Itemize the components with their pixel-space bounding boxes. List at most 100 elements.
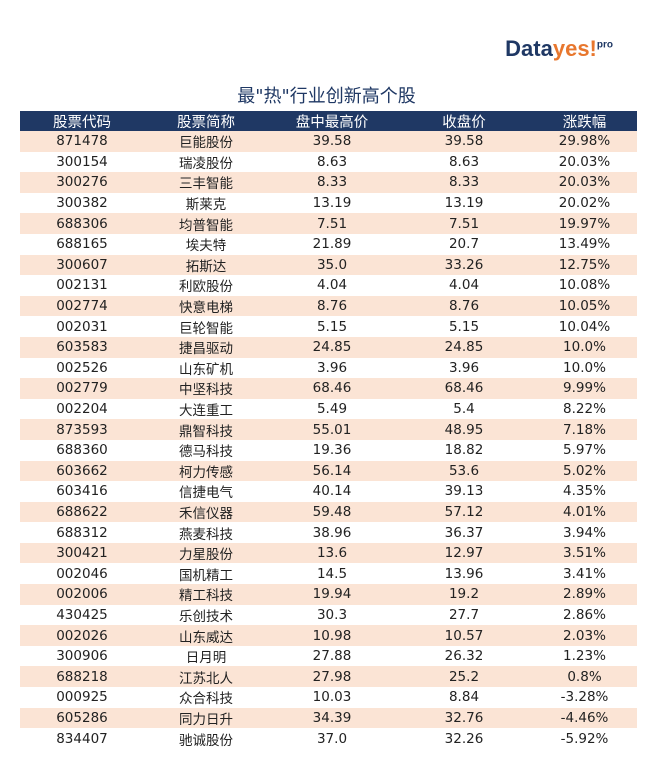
table-row: 603583 捷昌驱动 24.85 24.85 10.0% bbox=[20, 336, 637, 358]
table-cell: 26.32 bbox=[444, 648, 484, 665]
table-cell: 8.33 bbox=[316, 174, 348, 191]
table-cell: 2.89% bbox=[563, 586, 606, 603]
table-cell: 21.89 bbox=[312, 236, 352, 253]
table-cell: -3.28% bbox=[560, 689, 609, 706]
table-cell: 24.85 bbox=[312, 339, 352, 356]
table-cell: 13.49% bbox=[558, 236, 611, 253]
table-row: 002779 中坚科技 68.46 68.46 9.99% bbox=[20, 378, 637, 399]
table-cell: 20.7 bbox=[448, 236, 480, 253]
table-row: 300906 日月明 27.88 26.32 1.23% bbox=[20, 646, 637, 667]
table-cell: 8.76 bbox=[316, 298, 348, 315]
table-cell: 300382 bbox=[56, 195, 108, 212]
table-cell: 27.88 bbox=[312, 648, 352, 665]
table-cell: 002131 bbox=[56, 277, 108, 294]
table-cell: 688306 bbox=[56, 215, 108, 232]
logo-brand: Data bbox=[505, 36, 553, 61]
table-cell: 4.04 bbox=[316, 277, 348, 294]
table-cell: 39.58 bbox=[444, 133, 484, 150]
table-cell: 众合科技 bbox=[179, 691, 233, 708]
table-cell: 002204 bbox=[56, 401, 108, 418]
table-cell: 19.94 bbox=[312, 586, 352, 603]
table-row: 300607 拓斯达 35.0 33.26 12.75% bbox=[20, 254, 637, 276]
table-cell: 2.86% bbox=[563, 606, 606, 623]
table-cell: 4.04 bbox=[448, 277, 480, 294]
table-cell: 20.03% bbox=[558, 174, 611, 191]
table-cell: 68.46 bbox=[444, 380, 484, 397]
table-cell: 603416 bbox=[56, 483, 108, 500]
table-row: 430425 乐创技术 30.3 27.7 2.86% bbox=[20, 605, 637, 626]
table-cell: 605286 bbox=[56, 709, 108, 726]
table-cell: 5.49 bbox=[316, 401, 348, 418]
table-cell: 32.26 bbox=[444, 730, 484, 747]
table-cell: 捷昌驱动 bbox=[179, 341, 233, 358]
table-cell: 7.51 bbox=[316, 215, 348, 232]
table-cell: 9.99% bbox=[563, 380, 606, 397]
table-cell: 10.04% bbox=[558, 318, 611, 335]
table-cell: 19.97% bbox=[558, 215, 611, 232]
table-cell: 873593 bbox=[56, 421, 108, 438]
table-cell: 8.33 bbox=[448, 174, 480, 191]
table-cell: 10.08% bbox=[558, 277, 611, 294]
table-row: 002031 巨轮智能 5.15 5.15 10.04% bbox=[20, 316, 637, 337]
table-cell: 300276 bbox=[56, 174, 108, 191]
table-cell: 力星股份 bbox=[179, 547, 233, 564]
table-cell: 24.85 bbox=[444, 339, 484, 356]
table-cell: 430425 bbox=[56, 606, 108, 623]
table-cell: 5.15 bbox=[448, 318, 480, 335]
table-cell: 002774 bbox=[56, 298, 108, 315]
table-cell: 10.03 bbox=[312, 689, 352, 706]
table-cell: 7.18% bbox=[563, 421, 606, 438]
table-cell: 快意电梯 bbox=[179, 300, 233, 317]
table-row: 603416 信捷电气 40.14 39.13 4.35% bbox=[20, 481, 637, 502]
table-cell: 13.19 bbox=[444, 195, 484, 212]
table-cell: 19.2 bbox=[448, 586, 480, 603]
logo-accent: yes! bbox=[552, 36, 597, 61]
table-cell: 57.12 bbox=[444, 503, 484, 520]
table-cell: 1.23% bbox=[563, 648, 606, 665]
table-cell: 32.76 bbox=[444, 709, 484, 726]
table-cell: -5.92% bbox=[560, 730, 609, 747]
table-cell: 38.96 bbox=[312, 524, 352, 541]
table-cell: 300154 bbox=[56, 153, 108, 170]
table-cell: 燕麦科技 bbox=[179, 526, 233, 543]
table-cell: 300906 bbox=[56, 648, 108, 665]
table-cell: 688165 bbox=[56, 236, 108, 253]
table-row: 002006 精工科技 19.94 19.2 2.89% bbox=[20, 584, 637, 605]
table-row: 688622 禾信仪器 59.48 57.12 4.01% bbox=[20, 501, 637, 523]
table-cell: 德马科技 bbox=[179, 444, 233, 461]
table-cell: 5.02% bbox=[563, 462, 606, 479]
header-cell: 收盘价 bbox=[442, 114, 486, 131]
table-cell: 8.76 bbox=[448, 298, 480, 315]
table-cell: 19.36 bbox=[312, 442, 352, 459]
table-cell: 山东威达 bbox=[179, 629, 233, 646]
table-cell: 55.01 bbox=[312, 421, 352, 438]
table-cell: 40.14 bbox=[312, 483, 352, 500]
table-cell: 10.05% bbox=[558, 298, 611, 315]
table-cell: 13.6 bbox=[316, 545, 348, 562]
table-cell: 8.63 bbox=[448, 153, 480, 170]
table-cell: 13.19 bbox=[312, 195, 352, 212]
table-cell: 688622 bbox=[56, 503, 108, 520]
table-cell: 5.97% bbox=[563, 442, 606, 459]
table-cell: 10.57 bbox=[444, 627, 484, 644]
table-cell: 68.46 bbox=[312, 380, 352, 397]
table-cell: 300421 bbox=[56, 545, 108, 562]
table-row: 834407 驰诚股份 37.0 32.26 -5.92% bbox=[20, 728, 637, 749]
table-cell: 603583 bbox=[56, 339, 108, 356]
table-cell: 3.41% bbox=[563, 565, 606, 582]
table-row: 603662 柯力传感 56.14 53.6 5.02% bbox=[20, 460, 637, 482]
table-cell: 871478 bbox=[56, 133, 108, 150]
logo: Datayes!pro bbox=[505, 36, 613, 62]
table-row: 002131 利欧股份 4.04 4.04 10.08% bbox=[20, 275, 637, 296]
table-cell: 34.39 bbox=[312, 709, 352, 726]
table-cell: 3.96 bbox=[316, 359, 348, 376]
table-cell: 27.7 bbox=[448, 606, 480, 623]
table-cell: 13.96 bbox=[444, 565, 484, 582]
table-cell: 10.98 bbox=[312, 627, 352, 644]
header-cell: 盘中最高价 bbox=[295, 114, 369, 131]
table-cell: 三丰智能 bbox=[179, 176, 233, 193]
table-cell: 精工科技 bbox=[179, 588, 233, 605]
table-cell: 3.96 bbox=[448, 359, 480, 376]
table-cell: 禾信仪器 bbox=[179, 505, 233, 522]
table-cell: 4.01% bbox=[563, 503, 606, 520]
